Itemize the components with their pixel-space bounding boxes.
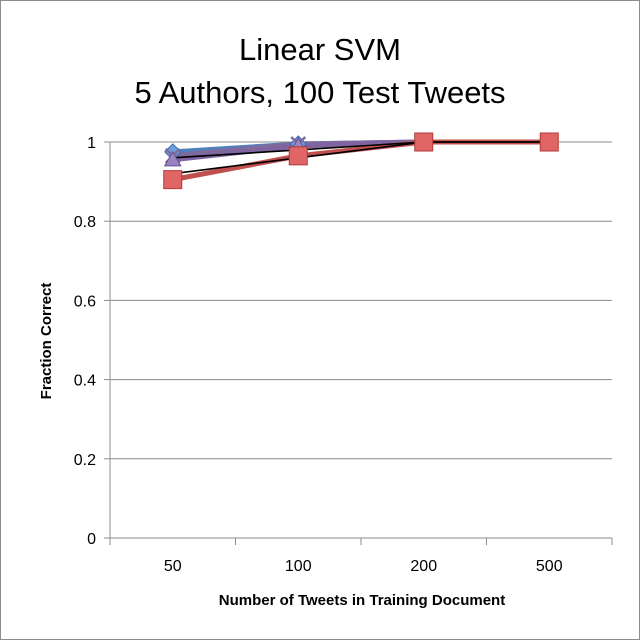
x-tick-label-3: 500 [536,558,563,575]
marker-s3-p0 [163,170,183,190]
trendline-group [172,141,550,175]
chart-title-line-2: 5 Authors, 100 Test Tweets [134,75,505,110]
marker-s3-p2 [414,132,434,152]
y-tick-label-0: 0 [87,531,96,548]
marker-s2-p0 [163,150,182,167]
series-group [170,139,552,183]
gridlines [110,141,612,460]
x-axis-label: Number of Tweets in Training Document [219,592,505,609]
marker-s3-p1 [288,146,308,166]
y-tick-label-2: 0.4 [74,373,96,390]
chart-title-line-1: Linear SVM [239,32,401,67]
x-tick-label-2: 200 [410,558,437,575]
x-tick-label-1: 100 [285,558,312,575]
marker-s3-p3 [539,132,559,152]
y-tick-label-3: 0.6 [74,293,96,310]
y-tick-label-1: 0.2 [74,452,96,469]
y-axis-label: Fraction Correct [38,283,55,400]
trendline-1 [172,141,550,175]
x-tick-label-0: 50 [164,558,182,575]
marker-group [163,132,559,190]
axes: 0 0.2 0.4 0.6 0.8 1 50 100 200 500 [74,135,613,575]
y-tick-label-5: 1 [87,135,96,152]
y-tick-label-4: 0.8 [74,214,96,231]
